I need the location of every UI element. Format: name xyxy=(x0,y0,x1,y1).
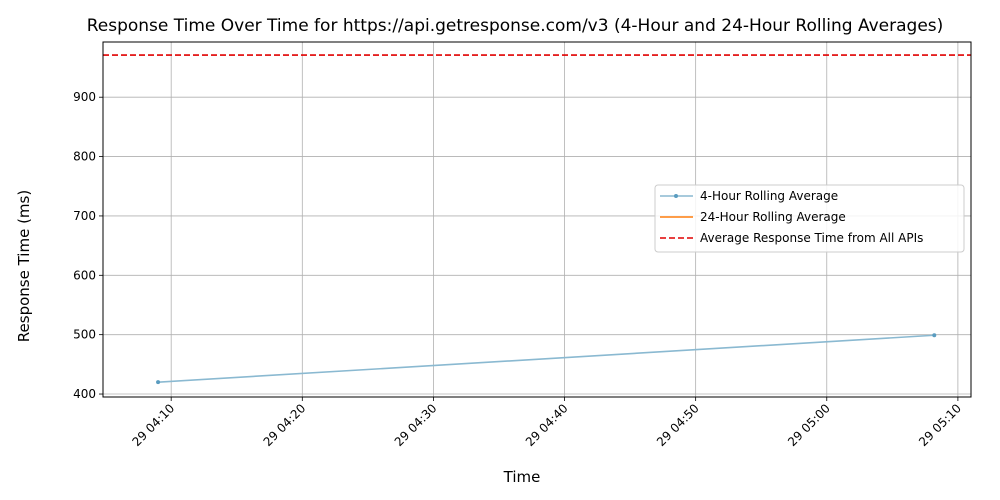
chart-title: Response Time Over Time for https://api.… xyxy=(87,16,944,36)
y-tick-label: 900 xyxy=(73,90,96,104)
y-tick-label: 400 xyxy=(73,387,96,401)
y-tick-label: 700 xyxy=(73,209,96,223)
series-line-1 xyxy=(158,334,935,383)
data-point xyxy=(932,333,937,338)
x-axis-label: Time xyxy=(503,468,541,486)
plot-frame xyxy=(102,41,972,398)
x-tick-label: 29 04:40 xyxy=(523,401,571,449)
x-tick-label: 29 04:30 xyxy=(392,401,440,449)
x-tick-label: 29 05:10 xyxy=(916,401,964,449)
x-tick-label: 29 04:50 xyxy=(654,401,702,449)
legend-box xyxy=(654,184,965,253)
y-tick-label: 800 xyxy=(73,150,96,164)
legend-label: Average Response Time from All APIs xyxy=(700,231,923,245)
y-axis-ticks: 400 500 600 700 800 900 xyxy=(73,90,103,401)
legend: 4-Hour Rolling Average 24-Hour Rolling Av… xyxy=(654,184,965,253)
x-tick-label: 29 04:20 xyxy=(261,401,309,449)
y-axis-label: Response Time (ms) xyxy=(15,190,33,342)
y-tick-label: 500 xyxy=(73,328,96,342)
x-tick-label: 29 04:10 xyxy=(129,401,177,449)
legend-label: 24-Hour Rolling Average xyxy=(700,210,846,224)
legend-marker xyxy=(674,194,678,198)
y-tick-label: 600 xyxy=(73,268,96,282)
plot-marks xyxy=(103,54,971,385)
legend-label: 4-Hour Rolling Average xyxy=(700,189,838,203)
data-point xyxy=(156,380,161,385)
x-axis-ticks: 29 04:10 29 04:20 29 04:30 29 04:40 29 04:50… xyxy=(129,397,964,449)
x-tick-label: 29 05:00 xyxy=(785,401,833,449)
